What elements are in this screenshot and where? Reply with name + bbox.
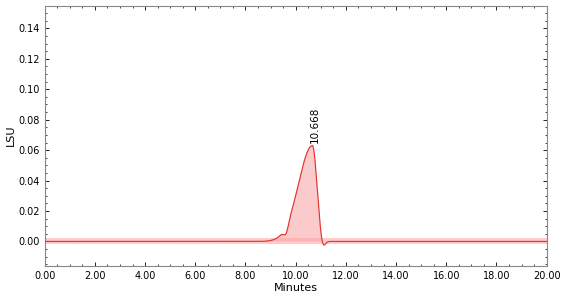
- Bar: [45, 238, 547, 245]
- Y-axis label: LSU: LSU: [6, 125, 15, 147]
- Text: 10.668: 10.668: [310, 106, 319, 143]
- X-axis label: Minutes: Minutes: [274, 283, 318, 293]
